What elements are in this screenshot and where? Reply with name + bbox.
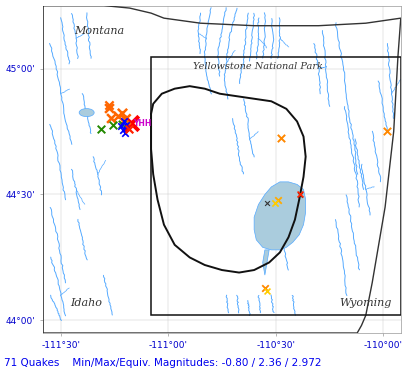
Point — [383, 128, 390, 134]
Point — [263, 289, 270, 295]
Point — [271, 200, 277, 206]
Polygon shape — [254, 182, 305, 250]
Point — [123, 122, 129, 128]
Polygon shape — [262, 250, 268, 275]
Point — [263, 199, 269, 205]
Point — [106, 105, 112, 111]
Point — [261, 285, 267, 290]
Point — [296, 192, 303, 198]
Text: Idaho: Idaho — [70, 298, 102, 308]
Text: Montana: Montana — [74, 26, 124, 36]
Point — [114, 114, 121, 120]
Point — [117, 124, 124, 130]
Point — [125, 126, 131, 132]
Point — [277, 135, 283, 141]
Point — [122, 116, 128, 122]
Point — [121, 118, 127, 124]
Text: Wyoming: Wyoming — [339, 298, 391, 308]
Ellipse shape — [79, 108, 94, 117]
Text: 71 Quakes    Min/Max/Equiv. Magnitudes: -0.80 / 2.36 / 2.972: 71 Quakes Min/Max/Equiv. Magnitudes: -0.… — [4, 358, 321, 368]
Point — [97, 126, 103, 132]
Text: Yellowstone National Park: Yellowstone National Park — [193, 61, 323, 71]
Bar — [151, 57, 400, 315]
Point — [274, 196, 280, 202]
Text: YHH: YHH — [133, 119, 151, 128]
Point — [119, 127, 126, 133]
Point — [106, 102, 112, 108]
Point — [296, 192, 302, 198]
Point — [122, 130, 128, 136]
Point — [119, 121, 125, 127]
Point — [110, 122, 117, 128]
Point — [119, 110, 125, 115]
Point — [127, 120, 134, 126]
Point — [108, 115, 115, 121]
